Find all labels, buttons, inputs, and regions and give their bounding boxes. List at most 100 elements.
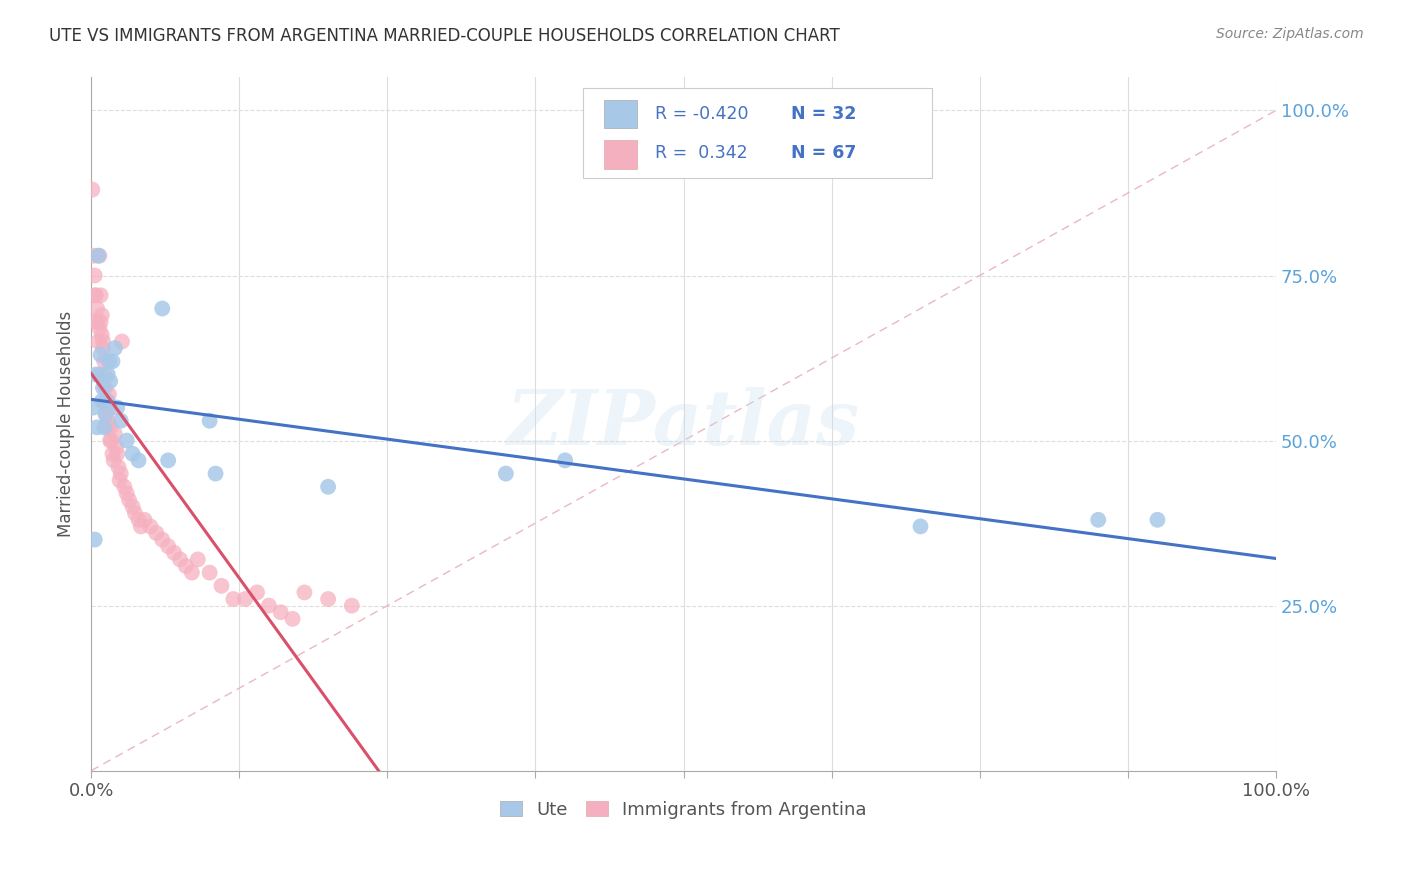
Point (112, 480, 135, 494)
Point (121, 500, 143, 514)
Point (97, 387, 120, 401)
Point (93, 354, 115, 368)
Text: UTE VS IMMIGRANTS FROM ARGENTINA MARRIED-COUPLE HOUSEHOLDS CORRELATION CHART: UTE VS IMMIGRANTS FROM ARGENTINA MARRIED… (49, 27, 839, 45)
Point (316, 480, 339, 494)
Point (128, 513, 150, 527)
Point (340, 599, 363, 613)
Point (96, 407, 118, 421)
Point (110, 467, 132, 481)
Point (90, 315, 112, 329)
Point (90, 348, 112, 362)
Point (89, 368, 111, 382)
Point (98, 420, 121, 434)
Point (150, 301, 173, 316)
Point (204, 467, 226, 481)
Point (139, 519, 162, 533)
Legend: Ute, Immigrants from Argentina: Ute, Immigrants from Argentina (495, 796, 872, 824)
Point (187, 552, 209, 566)
Point (198, 566, 221, 580)
Point (111, 334, 134, 349)
Point (495, 467, 517, 481)
Point (96, 420, 118, 434)
Point (163, 546, 186, 560)
Point (97, 394, 120, 409)
Point (103, 453, 125, 467)
Point (100, 434, 122, 448)
Point (90, 394, 112, 409)
Point (257, 599, 280, 613)
Point (98, 434, 121, 448)
Point (128, 453, 150, 467)
Point (118, 493, 141, 508)
Point (129, 519, 152, 533)
Point (86, 315, 108, 329)
FancyBboxPatch shape (605, 100, 637, 128)
Point (180, 566, 202, 580)
Point (91, 334, 114, 349)
Point (89, 249, 111, 263)
Y-axis label: Married-couple Households: Married-couple Households (58, 311, 75, 537)
Point (84, 315, 107, 329)
Point (316, 592, 339, 607)
Point (89, 321, 111, 335)
Point (91, 341, 114, 355)
Point (145, 526, 167, 541)
Point (87, 334, 110, 349)
Point (104, 427, 127, 442)
Point (91, 381, 114, 395)
Text: ZIPatlas: ZIPatlas (508, 387, 860, 461)
Point (83, 401, 105, 415)
Point (93, 420, 115, 434)
Point (83, 268, 105, 283)
Point (94, 394, 117, 409)
Point (97, 354, 120, 368)
Point (233, 592, 256, 607)
Point (97, 414, 120, 428)
Point (211, 579, 233, 593)
Point (84, 288, 107, 302)
Point (97, 401, 120, 415)
Point (115, 434, 138, 448)
Point (93, 368, 115, 382)
Point (246, 585, 269, 599)
Point (270, 605, 292, 619)
Text: Source: ZipAtlas.com: Source: ZipAtlas.com (1216, 27, 1364, 41)
Point (94, 381, 117, 395)
Point (294, 585, 316, 599)
Point (101, 354, 124, 368)
Point (104, 341, 127, 355)
Point (110, 414, 132, 428)
Point (169, 552, 191, 566)
Point (97, 368, 120, 382)
Point (86, 301, 108, 316)
Text: N = 32: N = 32 (792, 104, 856, 122)
Point (222, 592, 245, 607)
Point (174, 559, 197, 574)
Point (115, 486, 138, 500)
Point (83, 533, 105, 547)
Point (90, 288, 112, 302)
Point (101, 447, 124, 461)
Point (82, 183, 104, 197)
Point (90, 327, 112, 342)
Point (554, 453, 576, 467)
FancyBboxPatch shape (605, 140, 637, 169)
Point (94, 407, 117, 421)
Point (150, 533, 173, 547)
Point (134, 513, 156, 527)
Point (87, 249, 110, 263)
Point (98, 374, 121, 388)
Point (96, 394, 118, 409)
Point (157, 539, 180, 553)
Point (107, 460, 129, 475)
Point (83, 288, 105, 302)
Point (157, 453, 180, 467)
Point (1146, 513, 1168, 527)
Text: N = 67: N = 67 (792, 145, 856, 162)
Point (198, 414, 221, 428)
Point (281, 612, 304, 626)
Point (1087, 513, 1109, 527)
FancyBboxPatch shape (583, 87, 932, 178)
Point (105, 440, 128, 454)
Point (86, 420, 108, 434)
